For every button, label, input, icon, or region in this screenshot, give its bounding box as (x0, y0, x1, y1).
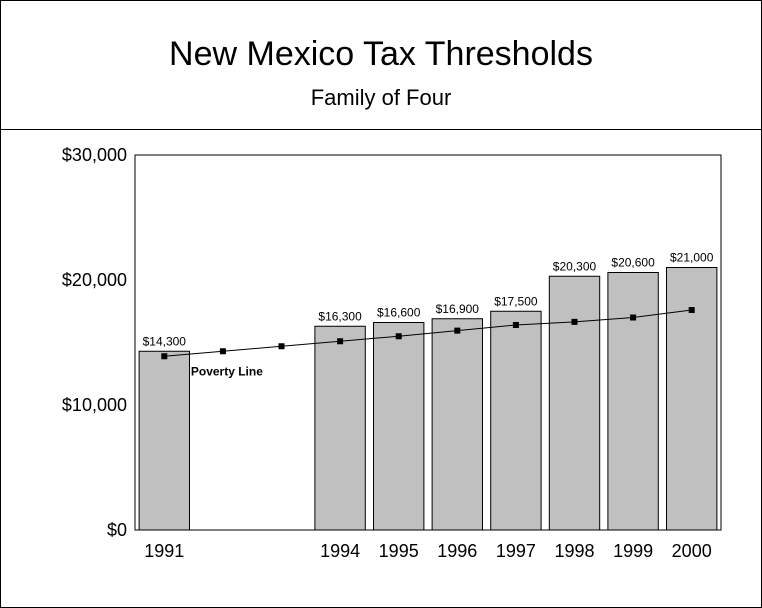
poverty-line-marker (219, 348, 226, 355)
x-tick-label: 2000 (672, 541, 712, 561)
poverty-line-series (164, 309, 692, 357)
bar-data-label: $21,000 (670, 251, 714, 265)
bar (431, 318, 483, 531)
y-tick-label: $20,000 (62, 270, 127, 290)
x-tick-label: 1997 (496, 541, 536, 561)
bar-data-label: $16,900 (436, 302, 480, 316)
bar (138, 350, 190, 531)
x-tick-label: 1998 (554, 541, 594, 561)
bar-data-label: $17,500 (494, 294, 538, 308)
poverty-line-label: Poverty Line (191, 364, 263, 378)
bar-data-label: $14,300 (143, 334, 187, 348)
x-tick-label: 1994 (320, 541, 360, 561)
chart-title: New Mexico Tax Thresholds (169, 35, 593, 73)
bar (607, 272, 659, 531)
y-tick-label: $10,000 (62, 395, 127, 415)
poverty-line-marker (512, 322, 519, 328)
poverty-line-marker (278, 343, 285, 350)
poverty-line-marker (571, 318, 578, 325)
poverty-line-marker (688, 307, 695, 313)
poverty-line-marker (395, 333, 402, 340)
x-tick-label: 1991 (144, 541, 184, 561)
bar (490, 310, 542, 531)
bar-data-label: $20,300 (553, 259, 597, 273)
bar (548, 275, 601, 531)
bar (666, 267, 718, 531)
y-tick-label: $0 (107, 520, 127, 540)
poverty-line-marker (161, 353, 168, 360)
y-tick-label: $30,000 (62, 145, 127, 165)
chart-header: New Mexico Tax Thresholds Family of Four (1, 1, 761, 130)
bar-data-label: $16,300 (318, 309, 362, 323)
bar-data-label: $16,600 (377, 306, 421, 320)
poverty-line-marker (337, 338, 344, 345)
x-tick-label: 1999 (613, 541, 653, 561)
poverty-line-marker (454, 327, 461, 334)
plot-area (134, 154, 722, 531)
bar (373, 322, 425, 531)
x-tick-label: 1995 (379, 541, 419, 561)
x-tick-label: 1996 (437, 541, 477, 561)
poverty-line-marker (630, 314, 637, 321)
bar-data-label: $20,600 (611, 256, 655, 270)
chart-subtitle: Family of Four (310, 85, 452, 110)
bar (314, 325, 366, 531)
